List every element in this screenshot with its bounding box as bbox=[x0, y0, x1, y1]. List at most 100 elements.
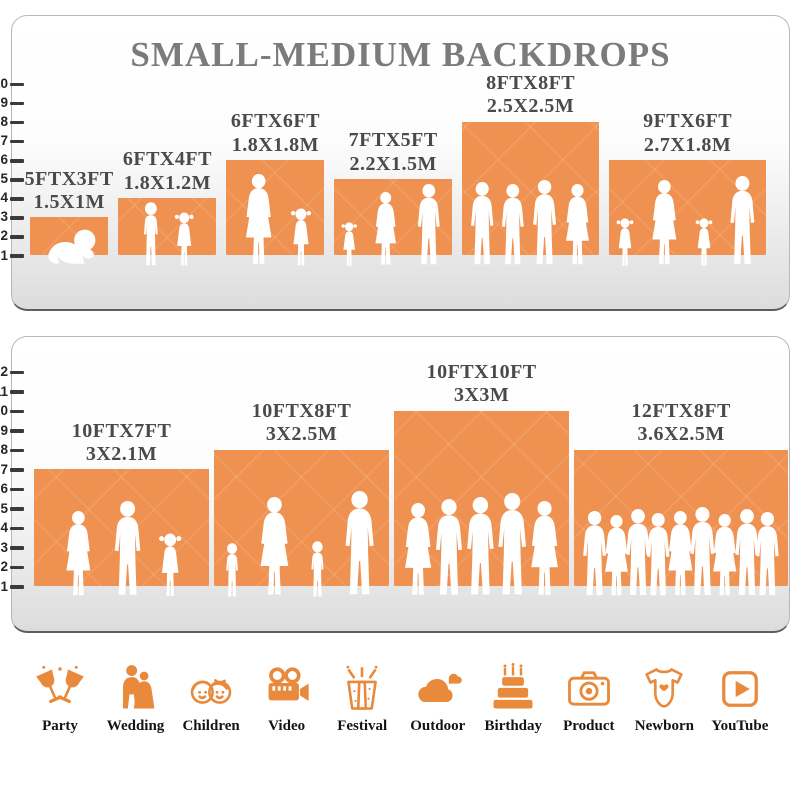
ruler-tick-number: 10 bbox=[0, 403, 8, 418]
people-silhouettes bbox=[372, 493, 591, 599]
woman-silhouette bbox=[667, 511, 692, 596]
man-silhouette bbox=[418, 184, 441, 265]
man-silhouette bbox=[436, 499, 463, 595]
size-feet: 5FTX3FT bbox=[24, 167, 114, 190]
newborn-icon bbox=[638, 663, 690, 715]
woman-silhouette bbox=[531, 501, 558, 595]
man-silhouette bbox=[345, 491, 374, 595]
girl-silhouette bbox=[174, 212, 194, 266]
man-silhouette bbox=[583, 511, 607, 596]
ruler-tick bbox=[10, 565, 24, 570]
chart-title: SMALL-MEDIUM BACKDROPS bbox=[130, 35, 671, 74]
bar-size-label: 12FTX8FT 3.6X2.5M bbox=[586, 400, 776, 446]
bar-size-label: 10FTX7FT 3X2.1M bbox=[27, 420, 217, 466]
ruler-tick-number: 9 bbox=[0, 95, 8, 111]
ruler-tick-number: 4 bbox=[0, 520, 8, 535]
category-label: Birthday bbox=[484, 718, 543, 734]
woman-silhouette bbox=[405, 503, 432, 595]
ruler-tick-number: 3 bbox=[0, 209, 8, 225]
category-label: Party bbox=[42, 718, 78, 734]
woman-silhouette bbox=[713, 514, 737, 596]
ruler-tick-number: 10 bbox=[0, 76, 8, 92]
ruler-tick bbox=[10, 370, 24, 375]
birthday-icon bbox=[487, 663, 539, 715]
ruler-tick-number: 6 bbox=[0, 152, 8, 168]
ruler-tick bbox=[10, 158, 24, 163]
category-label: YouTube bbox=[711, 718, 769, 734]
category-newborn: Newborn bbox=[628, 663, 700, 735]
people-silhouettes bbox=[96, 202, 238, 268]
ruler-tick-number: 6 bbox=[0, 481, 8, 496]
category-label: Product bbox=[563, 718, 615, 734]
woman-silhouette bbox=[566, 184, 590, 265]
woman-silhouette bbox=[260, 497, 289, 595]
children-icon bbox=[185, 663, 237, 715]
girl-silhouette bbox=[159, 533, 182, 597]
category-label: Newborn bbox=[634, 718, 694, 734]
category-legend: Party Wedding Children Video Festival Outdoor… bbox=[24, 663, 776, 735]
bar-size-label: 6FTX4FT 1.8X1.2M bbox=[72, 148, 262, 194]
bar-size-label: 9FTX6FT 2.7X1.8M bbox=[593, 110, 783, 156]
ruler-tick-number: 1 bbox=[0, 247, 8, 263]
size-feet: 6FTX4FT bbox=[122, 148, 212, 171]
woman-silhouette bbox=[66, 511, 91, 596]
man-silhouette bbox=[471, 182, 494, 265]
ruler-tick bbox=[10, 178, 24, 182]
girl-silhouette bbox=[695, 218, 712, 266]
category-wedding: Wedding bbox=[100, 663, 172, 735]
man-silhouette bbox=[646, 513, 670, 596]
baby-silhouette bbox=[48, 229, 96, 264]
man-silhouette bbox=[502, 184, 525, 265]
man-silhouette bbox=[735, 509, 759, 596]
category-festival: Festival bbox=[326, 663, 398, 735]
category-video: Video bbox=[251, 663, 323, 735]
people-silhouettes bbox=[204, 174, 346, 268]
category-label: Outdoor bbox=[410, 718, 466, 734]
size-meters: 3.6X2.5M bbox=[637, 423, 725, 446]
ruler-tick-number: 7 bbox=[0, 461, 8, 477]
boy-silhouette bbox=[311, 541, 324, 597]
ruler-tick-number: 2 bbox=[0, 228, 8, 244]
man-silhouette bbox=[625, 509, 650, 596]
girl-silhouette bbox=[616, 218, 634, 266]
woman-silhouette bbox=[652, 180, 677, 265]
ruler-tick-number: 9 bbox=[0, 422, 8, 438]
ruler-tick bbox=[10, 235, 24, 239]
boy-silhouette bbox=[226, 543, 238, 597]
ruler-tick bbox=[10, 546, 24, 550]
people-silhouettes bbox=[192, 491, 411, 599]
size-meters: 3X3M bbox=[453, 384, 510, 407]
bar-size-label: 5FTX3FT 1.5X1M bbox=[0, 168, 164, 214]
ruler-tick bbox=[10, 409, 24, 414]
bar-size-label: 10FTX8FT 3X2.5M bbox=[207, 400, 397, 446]
ruler-tick bbox=[10, 487, 24, 492]
ruler-tick bbox=[10, 101, 24, 106]
woman-silhouette bbox=[245, 174, 272, 264]
ruler-tick bbox=[10, 216, 24, 220]
bar-size-label: 8FTX8FT 2.5X2.5M bbox=[436, 72, 626, 118]
ruler-tick-number: 1 bbox=[0, 578, 8, 594]
size-meters: 3X2.5M bbox=[265, 423, 338, 446]
size-feet: 8FTX8FT bbox=[486, 72, 576, 95]
ruler-tick-number: 3 bbox=[0, 539, 8, 555]
ruler-tick-number: 5 bbox=[0, 171, 8, 187]
girl-silhouette bbox=[341, 222, 358, 266]
backdrop-bar-6ftx4ft bbox=[118, 197, 217, 255]
ruler-tick-number: 11 bbox=[0, 383, 8, 399]
size-feet: 9FTX6FT bbox=[643, 110, 733, 133]
man-silhouette bbox=[497, 493, 526, 595]
ruler-tick bbox=[10, 254, 24, 258]
ruler-tick bbox=[10, 120, 24, 125]
ruler-tick bbox=[10, 139, 24, 144]
people-silhouettes bbox=[440, 180, 621, 268]
people-silhouettes bbox=[12, 501, 231, 599]
youtube-icon bbox=[714, 663, 766, 715]
category-label: Wedding bbox=[106, 718, 165, 734]
size-feet: 6FTX6FT bbox=[230, 110, 320, 133]
man-silhouette bbox=[466, 497, 494, 595]
ruler-tick bbox=[10, 197, 24, 201]
ruler-tick-number: 7 bbox=[0, 133, 8, 149]
ruler-tick bbox=[10, 390, 24, 394]
party-icon bbox=[34, 663, 86, 715]
